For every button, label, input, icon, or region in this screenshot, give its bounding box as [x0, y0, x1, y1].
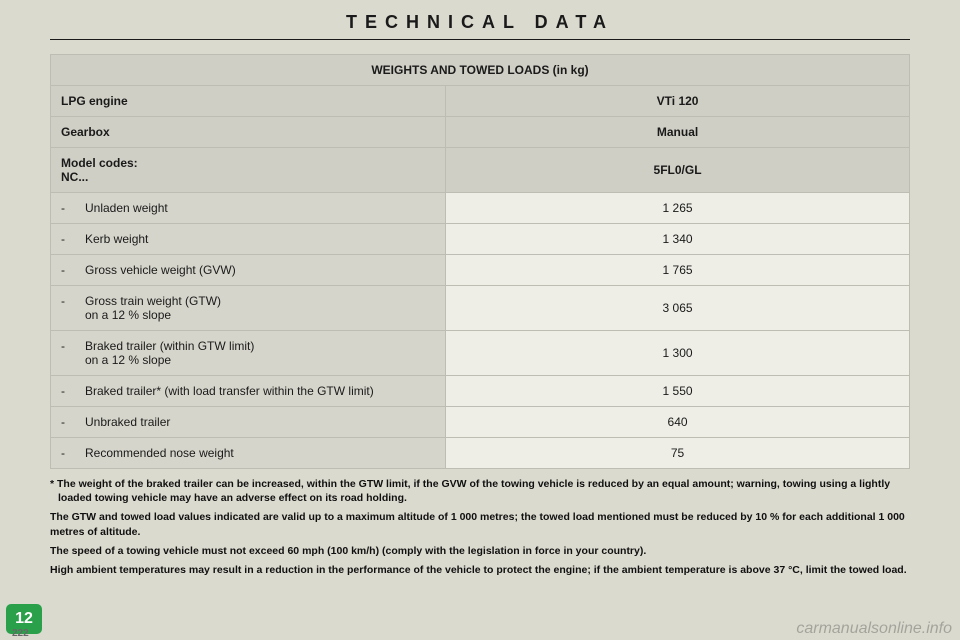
weights-table: WEIGHTS AND TOWED LOADS (in kg)LPG engin…	[50, 54, 910, 469]
table-row: -Gross train weight (GTW) on a 12 % slop…	[51, 286, 910, 331]
page-title: TECHNICAL DATA	[50, 12, 910, 33]
table-row: -Unladen weight1 265	[51, 193, 910, 224]
page-number: 222	[12, 628, 29, 639]
footnotes: * The weight of the braked trailer can b…	[50, 477, 910, 577]
table-row-label: -Gross vehicle weight (GVW)	[51, 255, 446, 286]
dash-icon: -	[61, 339, 71, 367]
table-row-label: -Kerb weight	[51, 224, 446, 255]
table-row-label: -Unladen weight	[51, 193, 446, 224]
table-row-value: 1 550	[446, 376, 910, 407]
table-row-label: -Braked trailer* (with load transfer wit…	[51, 376, 446, 407]
footnote-line: The GTW and towed load values indicated …	[50, 510, 910, 538]
table-row-value: 5FL0/GL	[446, 148, 910, 193]
table-row-label-text: Braked trailer (within GTW limit) on a 1…	[85, 339, 254, 367]
dash-icon: -	[61, 263, 71, 277]
table-row-label-text: Gross vehicle weight (GVW)	[85, 263, 236, 277]
dash-icon: -	[61, 294, 71, 322]
table-row-label: Gearbox	[51, 117, 446, 148]
table-row: -Braked trailer (within GTW limit) on a …	[51, 331, 910, 376]
table-row-label: -Unbraked trailer	[51, 407, 446, 438]
dash-icon: -	[61, 232, 71, 246]
table-row: Model codes: NC...5FL0/GL	[51, 148, 910, 193]
table-row-label-text: Gross train weight (GTW) on a 12 % slope	[85, 294, 221, 322]
table-row-label-text: Braked trailer* (with load transfer with…	[85, 384, 374, 398]
table-row-value: 1 300	[446, 331, 910, 376]
table-row-value: Manual	[446, 117, 910, 148]
table-row-label-text: Unladen weight	[85, 201, 168, 215]
footnote-line: High ambient temperatures may result in …	[50, 563, 910, 577]
table-row-label: -Gross train weight (GTW) on a 12 % slop…	[51, 286, 446, 331]
table-row-value: 1 765	[446, 255, 910, 286]
table-row-value: 1 340	[446, 224, 910, 255]
table-row: -Kerb weight1 340	[51, 224, 910, 255]
footnote-line: * The weight of the braked trailer can b…	[50, 477, 910, 505]
weights-table-body: WEIGHTS AND TOWED LOADS (in kg)LPG engin…	[51, 55, 910, 469]
table-row: -Braked trailer* (with load transfer wit…	[51, 376, 910, 407]
footnote-line: The speed of a towing vehicle must not e…	[50, 544, 910, 558]
table-row-value: 75	[446, 438, 910, 469]
table-row-label: LPG engine	[51, 86, 446, 117]
table-row: -Recommended nose weight75	[51, 438, 910, 469]
table-row: GearboxManual	[51, 117, 910, 148]
dash-icon: -	[61, 446, 71, 460]
table-row-value: VTi 120	[446, 86, 910, 117]
table-row-value: 1 265	[446, 193, 910, 224]
table-row: LPG engineVTi 120	[51, 86, 910, 117]
dash-icon: -	[61, 384, 71, 398]
watermark: carmanualsonline.info	[796, 620, 952, 638]
table-row: -Gross vehicle weight (GVW)1 765	[51, 255, 910, 286]
table-row-label: -Braked trailer (within GTW limit) on a …	[51, 331, 446, 376]
table-row-value: 640	[446, 407, 910, 438]
dash-icon: -	[61, 415, 71, 429]
table-row-label-text: Unbraked trailer	[85, 415, 170, 429]
title-rule	[50, 39, 910, 40]
table-row-label: -Recommended nose weight	[51, 438, 446, 469]
table-section-header: WEIGHTS AND TOWED LOADS (in kg)	[51, 55, 910, 86]
table-row-value: 3 065	[446, 286, 910, 331]
table-row: -Unbraked trailer640	[51, 407, 910, 438]
dash-icon: -	[61, 201, 71, 215]
table-row-label-text: Recommended nose weight	[85, 446, 234, 460]
table-row-label-text: Kerb weight	[85, 232, 148, 246]
page-content: TECHNICAL DATA WEIGHTS AND TOWED LOADS (…	[50, 12, 910, 582]
table-row-label: Model codes: NC...	[51, 148, 446, 193]
